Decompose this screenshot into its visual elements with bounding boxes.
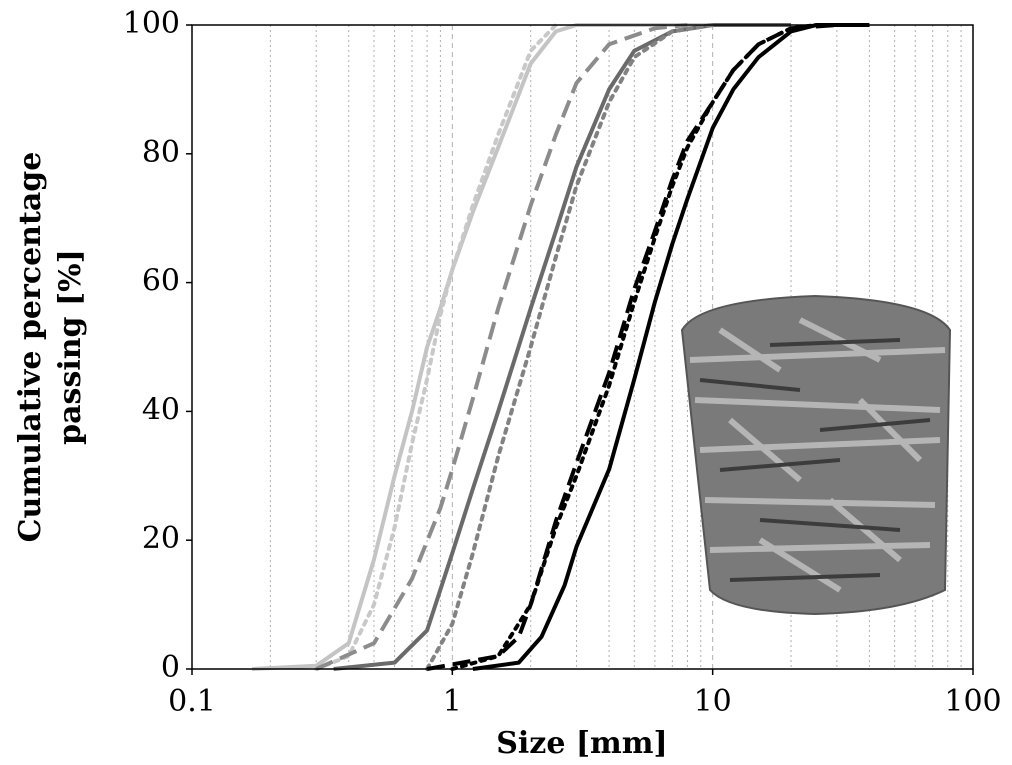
x-tick-label: 100	[944, 684, 1001, 719]
x-tick-label: 0.1	[168, 684, 216, 719]
y-axis-label-line: Cumulative percentage	[13, 152, 48, 543]
y-axis-label: Cumulative percentage passing [%]	[13, 152, 88, 543]
y-tick-label: 40	[142, 392, 180, 427]
chart: Size [mm] Cumulative percentage passing …	[0, 0, 1012, 765]
y-tick-label: 20	[142, 521, 180, 556]
inset-image	[682, 296, 950, 614]
y-tick-label: 0	[161, 650, 180, 685]
x-tick-label: 10	[694, 684, 732, 719]
x-tick-label: 1	[443, 684, 462, 719]
y-axis-label-line: passing [%]	[53, 249, 88, 445]
x-axis-label: Size [mm]	[496, 726, 668, 761]
y-tick-label: 80	[142, 135, 180, 170]
y-tick-label: 100	[123, 6, 180, 41]
y-tick-label: 60	[142, 264, 180, 299]
